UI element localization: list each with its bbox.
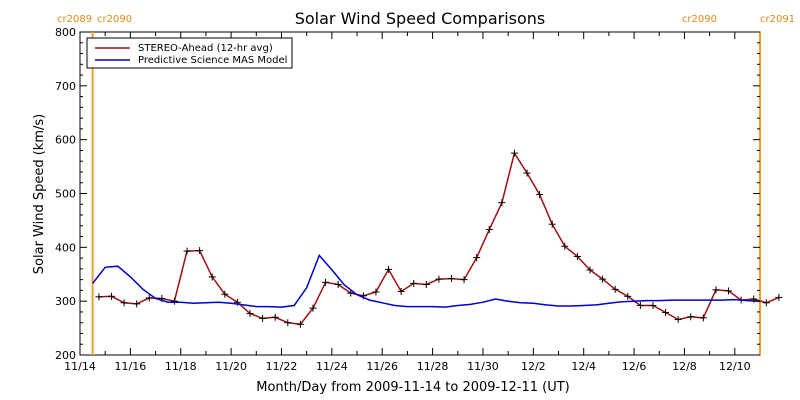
data-point — [259, 314, 267, 322]
data-point — [296, 320, 304, 328]
data-point — [460, 276, 468, 284]
data-point — [599, 275, 607, 283]
data-point — [120, 299, 128, 307]
data-point — [385, 265, 393, 273]
x-axis-ticks: 11/14 11/16 11/18 11/20 11/22 11/24 11/26 11/28… — [64, 32, 751, 373]
data-point — [662, 308, 670, 316]
data-point — [133, 300, 141, 308]
x-tick-label: 11/18 — [165, 360, 197, 373]
y-tick-label: 400 — [55, 241, 76, 254]
x-tick-label: 11/16 — [115, 360, 147, 373]
data-point — [624, 292, 632, 300]
data-point — [322, 278, 330, 286]
x-tick-label: 12/10 — [719, 360, 751, 373]
data-point — [725, 287, 733, 295]
x-tick-label: 11/20 — [215, 360, 247, 373]
data-point — [284, 319, 292, 327]
chart-title: Solar Wind Speed Comparisons — [295, 9, 546, 28]
data-point — [586, 266, 594, 274]
x-tick-label: 12/4 — [571, 360, 596, 373]
data-point — [422, 280, 430, 288]
data-point — [271, 313, 279, 321]
data-point — [372, 288, 380, 296]
data-point — [548, 220, 556, 228]
x-axis-label: Month/Day from 2009-11-14 to 2009-12-11 … — [256, 380, 569, 395]
data-point — [196, 247, 204, 255]
data-point — [309, 304, 317, 312]
x-tick-label: 11/26 — [366, 360, 398, 373]
data-point — [498, 199, 506, 207]
data-point — [573, 252, 581, 260]
x-tick-label: 12/6 — [622, 360, 647, 373]
x-tick-label: 11/30 — [467, 360, 499, 373]
data-point — [410, 279, 418, 287]
y-tick-label: 200 — [55, 349, 76, 362]
y-tick-label: 800 — [55, 26, 76, 39]
data-point — [712, 286, 720, 294]
data-point — [775, 293, 783, 301]
data-point — [221, 290, 229, 298]
series-line-0 — [98, 151, 780, 326]
data-point — [687, 313, 695, 321]
y-tick-label: 600 — [55, 134, 76, 147]
y-axis-label: Solar Wind Speed (km/s) — [32, 114, 47, 274]
carrington-left-label-a: cr2089 — [57, 14, 92, 25]
legend-label-mas: Predictive Science MAS Model — [138, 55, 287, 66]
data-point — [397, 287, 405, 295]
data-point — [95, 293, 103, 301]
data-point — [447, 275, 455, 283]
series-layer — [92, 149, 783, 328]
data-point — [699, 314, 707, 322]
data-point — [334, 280, 342, 288]
data-point — [611, 285, 619, 293]
x-tick-label: 11/24 — [316, 360, 348, 373]
data-point — [674, 315, 682, 323]
data-point — [473, 254, 481, 262]
x-tick-label: 11/14 — [64, 360, 96, 373]
data-point — [485, 226, 493, 234]
x-tick-label: 11/28 — [417, 360, 449, 373]
data-point — [170, 297, 178, 305]
data-point — [523, 169, 531, 177]
data-point — [435, 275, 443, 283]
data-point — [208, 273, 216, 281]
data-point — [561, 242, 569, 250]
y-axis-ticks: 200 300 400 500 600 700 800 — [55, 26, 760, 362]
carrington-right-label-a: cr2090 — [682, 14, 717, 25]
data-point — [246, 310, 254, 318]
carrington-right-label-b: cr2091 — [760, 14, 795, 25]
carrington-left-label-b: cr2090 — [97, 14, 132, 25]
series-line-1 — [92, 253, 761, 308]
data-point — [145, 294, 153, 302]
data-point — [510, 149, 518, 157]
legend-box — [86, 37, 293, 69]
x-tick-label: 12/2 — [521, 360, 546, 373]
data-point — [107, 292, 115, 300]
legend: STEREO-Ahead (12-hr avg) Predictive Scie… — [86, 37, 293, 69]
data-point — [636, 301, 644, 309]
data-point — [536, 191, 544, 199]
data-point — [183, 247, 191, 255]
data-point — [762, 299, 770, 307]
legend-label-stereo: STEREO-Ahead (12-hr avg) — [138, 43, 273, 54]
x-tick-label: 12/8 — [672, 360, 697, 373]
data-point — [649, 301, 657, 309]
y-tick-label: 300 — [55, 295, 76, 308]
x-tick-label: 11/22 — [266, 360, 298, 373]
y-tick-label: 500 — [55, 188, 76, 201]
y-tick-label: 700 — [55, 80, 76, 93]
